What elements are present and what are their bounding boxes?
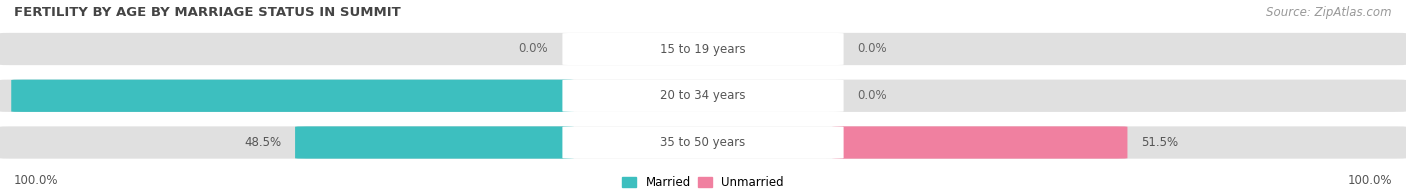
Text: 48.5%: 48.5% xyxy=(243,136,281,149)
Legend: Married, Unmarried: Married, Unmarried xyxy=(617,171,789,194)
Text: Source: ZipAtlas.com: Source: ZipAtlas.com xyxy=(1267,6,1392,19)
FancyBboxPatch shape xyxy=(11,80,574,112)
FancyBboxPatch shape xyxy=(295,126,574,159)
Text: 100.0%: 100.0% xyxy=(1347,174,1392,187)
Text: 15 to 19 years: 15 to 19 years xyxy=(661,43,745,55)
FancyBboxPatch shape xyxy=(0,33,1406,65)
Text: 100.0%: 100.0% xyxy=(14,174,59,187)
FancyBboxPatch shape xyxy=(562,33,844,65)
FancyBboxPatch shape xyxy=(0,126,1406,159)
Text: 0.0%: 0.0% xyxy=(519,43,548,55)
FancyBboxPatch shape xyxy=(0,80,1406,112)
Text: FERTILITY BY AGE BY MARRIAGE STATUS IN SUMMIT: FERTILITY BY AGE BY MARRIAGE STATUS IN S… xyxy=(14,6,401,19)
Text: 35 to 50 years: 35 to 50 years xyxy=(661,136,745,149)
FancyBboxPatch shape xyxy=(832,126,1128,159)
Text: 0.0%: 0.0% xyxy=(858,43,887,55)
Text: 51.5%: 51.5% xyxy=(1142,136,1178,149)
Text: 20 to 34 years: 20 to 34 years xyxy=(661,89,745,102)
FancyBboxPatch shape xyxy=(562,126,844,159)
Text: 0.0%: 0.0% xyxy=(858,89,887,102)
FancyBboxPatch shape xyxy=(562,80,844,112)
